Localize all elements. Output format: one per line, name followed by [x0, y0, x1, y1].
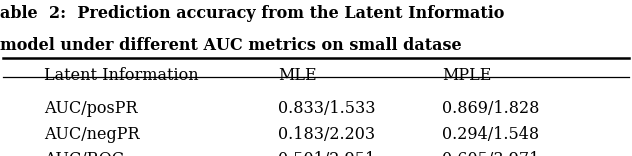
Text: AUC/negPR: AUC/negPR [44, 126, 140, 143]
Text: 0.294/1.548: 0.294/1.548 [442, 126, 540, 143]
Text: MPLE: MPLE [442, 67, 492, 84]
Text: 0.605/3.971: 0.605/3.971 [442, 151, 540, 156]
Text: AUC/ROC: AUC/ROC [44, 151, 125, 156]
Text: Latent Information: Latent Information [44, 67, 199, 84]
Text: able  2:  Prediction accuracy from the Latent Informatio: able 2: Prediction accuracy from the Lat… [0, 5, 504, 22]
Text: 0.833/1.533: 0.833/1.533 [278, 100, 375, 117]
Text: model under different AUC metrics on small datase: model under different AUC metrics on sma… [0, 37, 461, 54]
Text: 0.183/2.203: 0.183/2.203 [278, 126, 375, 143]
Text: 0.501/2.951: 0.501/2.951 [278, 151, 375, 156]
Text: MLE: MLE [278, 67, 317, 84]
Text: 0.869/1.828: 0.869/1.828 [442, 100, 540, 117]
Text: AUC/posPR: AUC/posPR [44, 100, 138, 117]
